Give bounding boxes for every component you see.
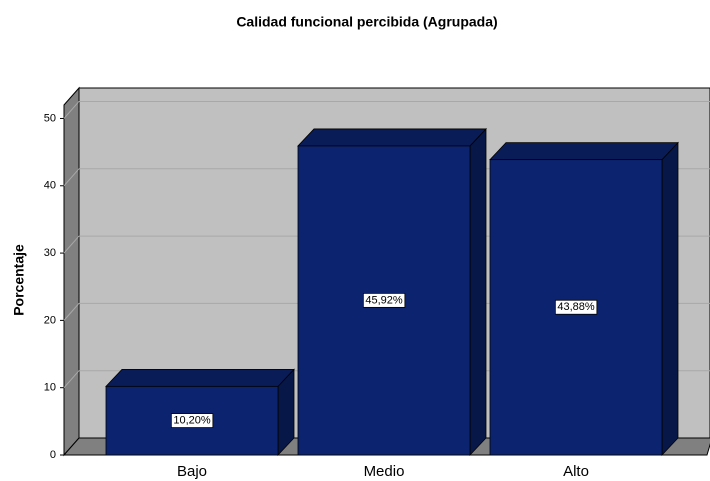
bar-side (469, 127, 487, 457)
bar (489, 141, 679, 457)
x-tick-label: Medio (364, 463, 405, 480)
grid-line (63, 168, 80, 187)
x-tick-label: Bajo (177, 463, 207, 480)
bar (297, 127, 487, 457)
value-label: 10,20% (173, 415, 211, 427)
value-label: 45,92% (365, 294, 403, 306)
grid-line (63, 303, 80, 321)
value-label-box (362, 292, 406, 308)
value-label-box (170, 413, 214, 428)
y-axis-label: Porcentaje (11, 244, 27, 316)
y-tick-label: 50 (44, 112, 56, 124)
left-wall (63, 86, 80, 457)
chart-title: Calidad funcional percibida (Agrupada) (236, 14, 497, 30)
x-tick-label: Alto (563, 463, 589, 480)
y-tick-label: 30 (44, 247, 56, 259)
bar (105, 368, 295, 457)
y-tick-label: 40 (44, 180, 56, 192)
value-label: 43,88% (557, 301, 595, 313)
grid-line (63, 235, 80, 254)
bar-top (105, 368, 295, 387)
grid-line (63, 101, 80, 119)
grid-line (63, 370, 80, 389)
bar-top (297, 128, 487, 147)
y-tick-label: 0 (50, 449, 56, 461)
bar-top (489, 142, 679, 161)
y-tick-label: 20 (44, 314, 56, 326)
value-label-box (554, 299, 598, 315)
y-tick-label: 10 (44, 382, 56, 394)
bar-side (661, 141, 679, 457)
